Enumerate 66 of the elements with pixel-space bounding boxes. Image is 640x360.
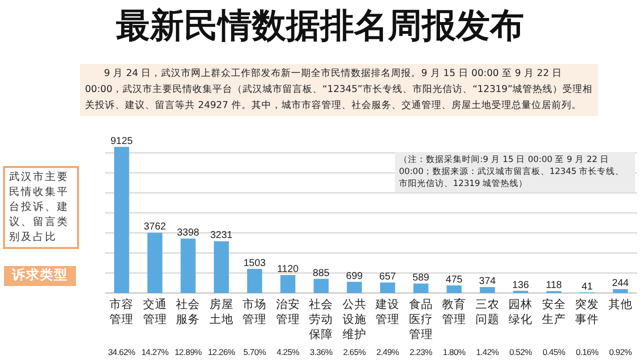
text: 1.42% xyxy=(476,347,500,357)
data-label: 1503 xyxy=(244,258,266,269)
text: 0.16% xyxy=(576,347,600,357)
text: 12.89% xyxy=(174,347,202,357)
text: 0.92% xyxy=(609,347,632,357)
data-label: 1120 xyxy=(277,264,300,276)
x-tick-label: 房屋土地 xyxy=(209,297,234,326)
text: 武汉市主要民情收集平台投诉、建议、留言类别及占比 xyxy=(3,166,79,249)
x-tick-label: 市容管理 xyxy=(110,297,134,326)
chart-title: 最新民情数据排名周报发布 xyxy=(115,5,525,48)
data-label: 657 xyxy=(379,271,396,282)
bar xyxy=(247,268,262,293)
bar xyxy=(446,285,462,293)
data-label: 244 xyxy=(612,278,630,290)
text: 1.80% xyxy=(442,347,466,357)
x-tick-label: 食品医疗管理 xyxy=(408,297,433,341)
x-axis-title: 诉求类型 xyxy=(4,266,76,286)
text: 2.49% xyxy=(376,347,400,357)
x-tick-label: 突发事件 xyxy=(575,297,600,326)
x-tick-label: 三农问题 xyxy=(475,297,500,326)
data-label: 589 xyxy=(412,272,430,284)
x-tick-label: 市场管理 xyxy=(242,297,267,326)
x-tick-label: 其他 xyxy=(608,297,632,311)
bar xyxy=(612,289,628,293)
annotation: （注：数据采集时间:9 月 15 日 00:00 至 9 月 22 日 00:00；数据来源：武汉城市留言板、12345 市长专线、市阳光信访、12319 城管热线） xyxy=(395,152,635,192)
x-tick-label: 教育管理 xyxy=(442,297,466,326)
data-label: 3231 xyxy=(210,230,233,242)
x-tick-label: 园林绿化 xyxy=(508,297,533,326)
bar xyxy=(214,241,229,293)
text: 14.27% xyxy=(141,347,170,357)
bar xyxy=(346,282,362,293)
data-label: 475 xyxy=(446,274,463,286)
bar xyxy=(114,146,130,293)
x-tick-label: 交通管理 xyxy=(142,297,167,326)
x-tick-label: 安全生产 xyxy=(542,297,566,326)
bar xyxy=(180,238,196,293)
data-label: 699 xyxy=(346,270,364,282)
text: 12.26% xyxy=(208,347,236,357)
bar xyxy=(380,282,396,293)
text: 34.62% xyxy=(108,347,136,357)
x-tick-label: 建设管理 xyxy=(374,297,400,326)
x-tick-label: 治安管理 xyxy=(276,297,300,326)
data-label: 374 xyxy=(479,276,496,288)
text: 0.45% xyxy=(542,347,566,357)
data-label: 118 xyxy=(546,280,562,292)
data-label: 885 xyxy=(312,268,330,279)
text: 2.65% xyxy=(343,347,366,357)
x-tick-label: 公共设施维护 xyxy=(342,297,366,341)
data-label: 3762 xyxy=(144,222,166,233)
data-label: 41 xyxy=(582,281,594,292)
text: 4.25% xyxy=(276,347,300,357)
text: 3.36% xyxy=(310,347,334,357)
bar xyxy=(413,284,428,293)
x-tick-label: 社会劳动保障 xyxy=(309,297,334,341)
x-tick-label: 社会服务 xyxy=(176,297,200,326)
text: 0.52% xyxy=(509,347,533,357)
data-label: 9125 xyxy=(110,136,134,147)
data-label: 3398 xyxy=(177,228,200,239)
text: 9 月 24 日，武汉市网上群众工作部发布新一期全市民情数据排名周报。9 月 15 日 00:00 至 9 月 22 日 00:00，武汉市主要民情收集平台（武汉城市留言板、“12345”市长专线、市阳光信访、“12319”城管热线）受理相关投诉、建议、留言等共 24927 件。其中，城市市容管理、社会服务、交通管理、房屋土地受理总量位居前列。 xyxy=(80,64,598,116)
bar xyxy=(280,275,296,293)
data-label: 136 xyxy=(512,280,530,291)
text: 2.23% xyxy=(410,347,433,357)
bar xyxy=(480,287,495,293)
bar xyxy=(314,278,329,293)
bar xyxy=(147,232,162,293)
text: 5.70% xyxy=(243,347,267,357)
